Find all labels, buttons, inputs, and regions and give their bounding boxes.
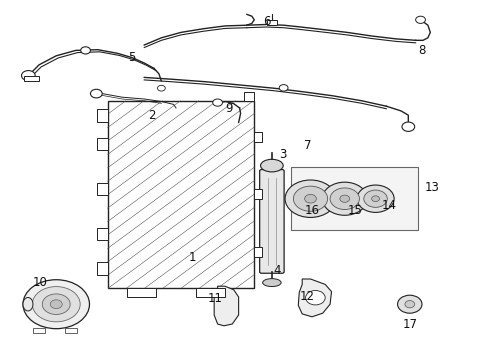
Bar [244, 92, 254, 101]
Bar [97, 109, 107, 122]
Text: 14: 14 [381, 199, 395, 212]
Bar [195, 288, 224, 297]
Circle shape [21, 71, 35, 81]
Circle shape [90, 89, 102, 98]
Text: 11: 11 [207, 292, 222, 305]
Bar [97, 138, 107, 150]
Bar [254, 247, 262, 257]
Circle shape [50, 300, 62, 309]
FancyBboxPatch shape [259, 170, 284, 273]
Circle shape [415, 16, 425, 23]
Bar [24, 76, 39, 81]
Polygon shape [298, 279, 331, 317]
Circle shape [322, 182, 366, 215]
Text: 6: 6 [262, 15, 270, 28]
Bar [254, 132, 262, 142]
Circle shape [401, 122, 414, 131]
Bar [267, 20, 277, 25]
Text: 17: 17 [402, 318, 416, 330]
Circle shape [339, 195, 349, 202]
Bar [107, 101, 254, 288]
Circle shape [329, 188, 359, 210]
Circle shape [212, 99, 222, 106]
Ellipse shape [260, 159, 283, 172]
Circle shape [293, 186, 327, 211]
Text: 7: 7 [304, 139, 311, 152]
Text: 3: 3 [278, 148, 285, 161]
Circle shape [356, 185, 393, 212]
Ellipse shape [23, 297, 33, 311]
Circle shape [157, 85, 165, 91]
Bar [290, 167, 417, 230]
Circle shape [305, 291, 325, 305]
Circle shape [279, 85, 287, 91]
Circle shape [23, 280, 89, 329]
Bar [49, 294, 86, 314]
Circle shape [81, 47, 90, 54]
Circle shape [404, 301, 414, 308]
Polygon shape [214, 286, 238, 326]
Text: 8: 8 [417, 44, 425, 57]
Circle shape [397, 295, 421, 313]
Bar [254, 189, 262, 199]
Bar [97, 228, 107, 240]
Text: 16: 16 [304, 204, 319, 217]
Text: 15: 15 [347, 204, 362, 217]
Circle shape [42, 294, 70, 315]
Text: 12: 12 [299, 291, 314, 303]
Text: 4: 4 [273, 264, 281, 276]
Circle shape [363, 190, 386, 207]
Ellipse shape [262, 279, 281, 287]
Text: 1: 1 [188, 251, 195, 264]
Bar [97, 262, 107, 275]
Bar [33, 328, 45, 333]
Text: 10: 10 [33, 276, 48, 289]
Bar [65, 328, 77, 333]
Text: 13: 13 [424, 181, 438, 194]
Bar [97, 183, 107, 195]
Circle shape [285, 180, 335, 217]
Circle shape [32, 287, 80, 322]
Text: 2: 2 [147, 109, 155, 122]
Circle shape [304, 194, 316, 203]
Circle shape [371, 196, 379, 202]
Text: 5: 5 [128, 51, 136, 64]
Bar [127, 288, 156, 297]
Text: 9: 9 [224, 102, 232, 114]
